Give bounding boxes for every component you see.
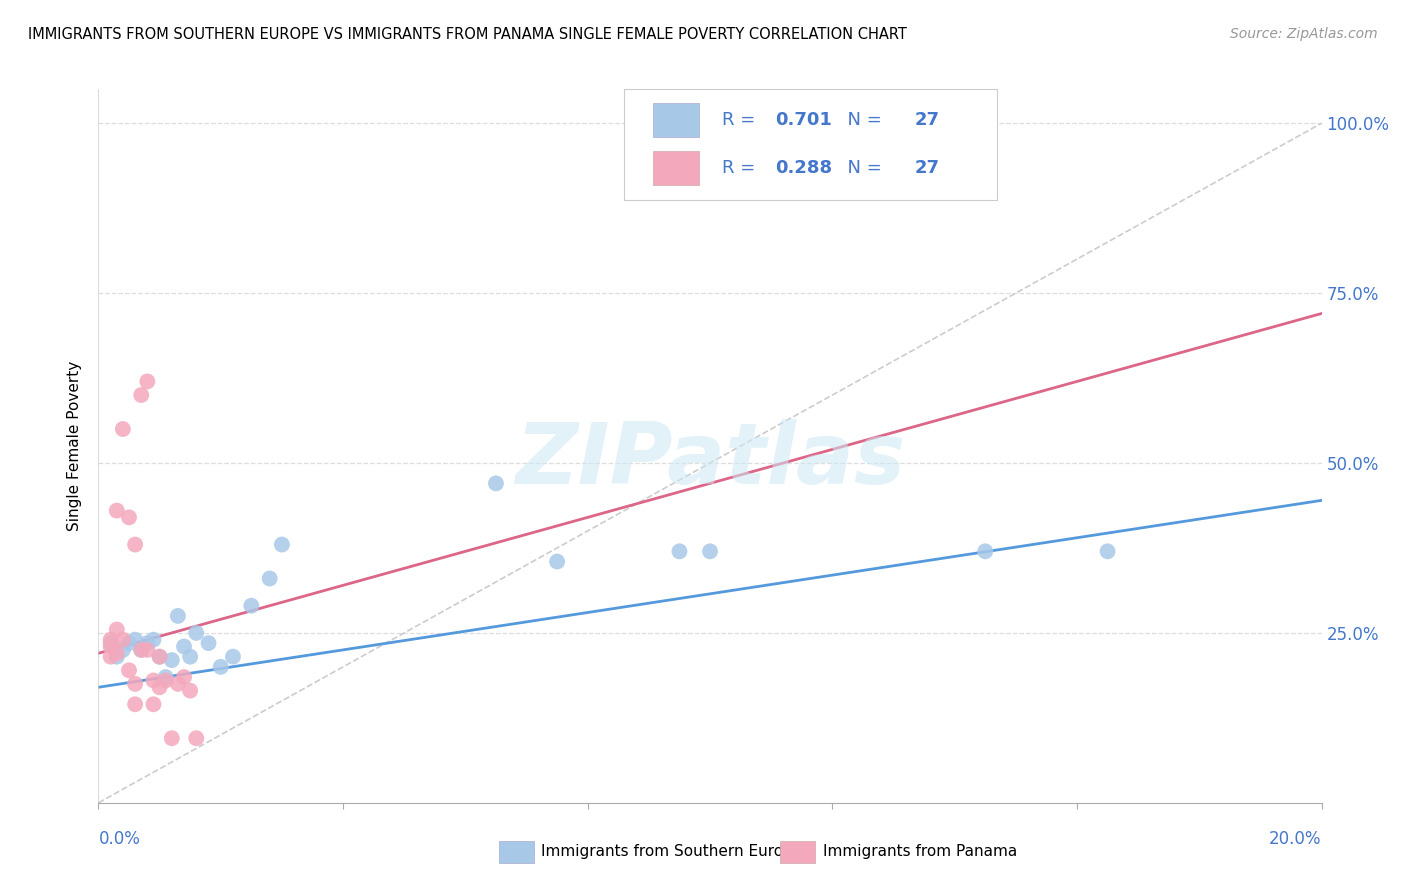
Point — [240, 599, 263, 613]
Point — [124, 698, 146, 712]
Text: Immigrants from Panama: Immigrants from Panama — [823, 845, 1017, 859]
Text: Source: ZipAtlas.com: Source: ZipAtlas.com — [1230, 27, 1378, 41]
Point — [167, 608, 190, 623]
Point — [105, 503, 128, 517]
Point — [974, 544, 997, 558]
Text: 0.0%: 0.0% — [98, 830, 141, 847]
Text: 20.0%: 20.0% — [1270, 830, 1322, 847]
Text: 27: 27 — [914, 111, 939, 128]
Text: R =: R = — [723, 111, 761, 128]
Point — [270, 537, 292, 551]
Text: 0.701: 0.701 — [775, 111, 832, 128]
Point — [155, 670, 177, 684]
Point — [111, 632, 134, 647]
Point — [186, 731, 208, 746]
Point — [259, 572, 281, 586]
Point — [167, 677, 190, 691]
Text: N =: N = — [837, 111, 887, 128]
Point — [142, 673, 165, 688]
Point — [668, 544, 690, 558]
Point — [105, 646, 128, 660]
Point — [160, 731, 183, 746]
Point — [118, 636, 141, 650]
Point — [100, 649, 122, 664]
Point — [142, 698, 165, 712]
Text: 27: 27 — [914, 159, 939, 177]
Point — [100, 632, 122, 647]
Text: ZIPatlas: ZIPatlas — [515, 418, 905, 502]
Point — [100, 640, 122, 654]
Point — [149, 649, 172, 664]
Bar — [652, 151, 699, 185]
Point — [136, 643, 159, 657]
Bar — [652, 103, 699, 137]
Point — [209, 660, 232, 674]
Point — [118, 510, 141, 524]
Point — [142, 632, 165, 647]
Point — [105, 649, 128, 664]
Text: IMMIGRANTS FROM SOUTHERN EUROPE VS IMMIGRANTS FROM PANAMA SINGLE FEMALE POVERTY : IMMIGRANTS FROM SOUTHERN EUROPE VS IMMIG… — [28, 27, 907, 42]
Point — [124, 537, 146, 551]
Point — [186, 626, 208, 640]
Point — [100, 636, 122, 650]
Point — [179, 683, 201, 698]
Point — [136, 375, 159, 389]
Point — [118, 663, 141, 677]
Point — [111, 422, 134, 436]
Point — [546, 555, 568, 569]
Point — [222, 649, 245, 664]
Point — [105, 623, 128, 637]
Text: 0.288: 0.288 — [775, 159, 832, 177]
Point — [1097, 544, 1119, 558]
Point — [179, 649, 201, 664]
Point — [136, 636, 159, 650]
Point — [173, 640, 195, 654]
Point — [111, 643, 134, 657]
Point — [160, 653, 183, 667]
Point — [149, 680, 172, 694]
Text: Immigrants from Southern Europe: Immigrants from Southern Europe — [541, 845, 803, 859]
Point — [155, 673, 177, 688]
Point — [129, 388, 152, 402]
Point — [129, 643, 152, 657]
Point — [173, 670, 195, 684]
FancyBboxPatch shape — [624, 89, 997, 200]
Point — [124, 632, 146, 647]
Text: N =: N = — [837, 159, 887, 177]
Y-axis label: Single Female Poverty: Single Female Poverty — [67, 361, 83, 531]
Point — [485, 476, 508, 491]
Point — [149, 649, 172, 664]
Point — [699, 544, 721, 558]
Point — [124, 677, 146, 691]
Point — [197, 636, 219, 650]
Point — [129, 643, 152, 657]
Text: R =: R = — [723, 159, 761, 177]
